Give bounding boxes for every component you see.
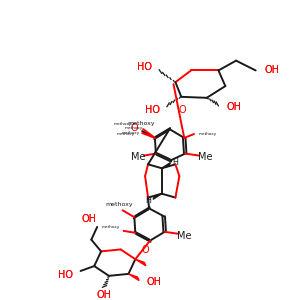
Text: methoxy: methoxy	[113, 122, 132, 126]
Text: O: O	[142, 245, 149, 255]
Polygon shape	[162, 163, 170, 168]
Text: Me: Me	[177, 231, 191, 241]
Text: methoxy: methoxy	[106, 202, 134, 207]
Text: H: H	[172, 158, 178, 167]
Text: OH: OH	[97, 290, 112, 300]
Text: OH: OH	[264, 65, 279, 75]
Text: HO: HO	[145, 105, 160, 115]
Text: methoxy: methoxy	[116, 132, 135, 136]
Text: methoxy: methoxy	[102, 225, 120, 229]
Text: OH: OH	[146, 277, 161, 287]
Text: O: O	[179, 105, 187, 115]
Text: OH: OH	[97, 290, 112, 300]
Text: HO: HO	[58, 270, 73, 280]
Text: HO: HO	[137, 61, 152, 71]
Text: Me: Me	[131, 152, 146, 163]
Text: HO: HO	[137, 61, 152, 71]
Text: OH: OH	[81, 214, 96, 224]
Text: methoxy: methoxy	[128, 121, 155, 126]
Polygon shape	[128, 274, 139, 281]
Text: OH: OH	[146, 277, 161, 287]
Text: methoxy: methoxy	[121, 131, 140, 135]
Text: methoxy: methoxy	[199, 132, 217, 136]
Text: HO: HO	[58, 270, 73, 280]
Text: OH: OH	[226, 102, 241, 112]
Polygon shape	[135, 259, 146, 266]
Text: Me: Me	[197, 152, 212, 163]
Text: O: O	[130, 123, 138, 133]
Text: H: H	[145, 196, 151, 205]
Text: HO: HO	[145, 105, 160, 115]
Text: OH: OH	[264, 65, 279, 75]
Text: OH: OH	[81, 214, 96, 224]
Text: OH: OH	[226, 102, 241, 112]
Text: methoxy: methoxy	[124, 126, 142, 130]
Polygon shape	[153, 194, 162, 199]
